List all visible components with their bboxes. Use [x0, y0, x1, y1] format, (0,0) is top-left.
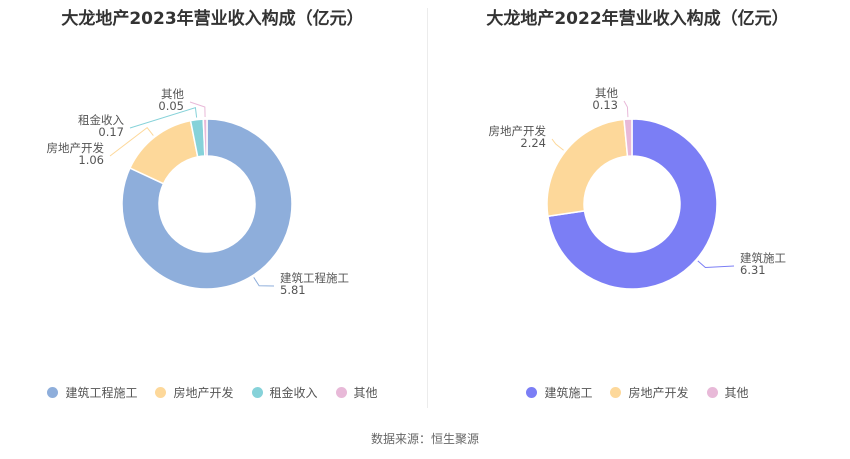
- slice-label-name: 建筑施工: [740, 251, 786, 265]
- panel-divider: [427, 8, 428, 408]
- chart-panel-2022: 大龙地产2022年营业收入构成（亿元） 建筑施工 6.31 房地产开发 2.24 其他 0…: [425, 0, 850, 420]
- legend: 建筑工程施工 房地产开发 租金收入 其他: [0, 384, 425, 401]
- legend-marker-icon: [47, 387, 59, 398]
- legend-label: 房地产开发: [173, 386, 234, 400]
- leader-line: [109, 126, 154, 157]
- leader-line: [189, 101, 206, 118]
- leader-line: [697, 260, 735, 268]
- leader-line: [253, 277, 275, 287]
- slice-label-value: 2.24: [520, 136, 546, 150]
- legend-item[interactable]: 房地产开发: [155, 384, 234, 401]
- slice-label-name: 房地产开发: [47, 141, 105, 155]
- legend-item[interactable]: 建筑施工: [526, 384, 592, 401]
- legend-item[interactable]: 其他: [706, 384, 749, 401]
- legend-marker-icon: [706, 387, 718, 398]
- legend-marker-icon: [155, 387, 167, 398]
- legend-item[interactable]: 房地产开发: [610, 384, 689, 401]
- chart-title: 大龙地产2023年营业收入构成（亿元）: [61, 9, 364, 29]
- legend-marker-icon: [610, 387, 622, 398]
- slice-label-value: 1.06: [78, 153, 104, 167]
- slice-label-value: 0.05: [158, 99, 184, 113]
- slice-label-name: 建筑工程施工: [280, 271, 349, 285]
- donut-slice: [202, 118, 208, 157]
- slice-label-value: 6.31: [740, 263, 766, 277]
- donut-slice: [546, 118, 629, 218]
- legend-marker-icon: [526, 387, 538, 398]
- data-source-note: 数据来源：恒生聚源: [370, 432, 479, 446]
- leader-line: [129, 107, 198, 129]
- legend-label: 其他: [353, 386, 378, 400]
- legend-label: 建筑施工: [544, 386, 593, 400]
- leader-line: [551, 138, 564, 151]
- legend-item[interactable]: 其他: [335, 384, 378, 401]
- slice-label-value: 0.13: [592, 98, 618, 112]
- slice-label-value: 5.81: [280, 283, 306, 297]
- slice-label-name: 租金收入: [78, 113, 124, 127]
- legend-item[interactable]: 租金收入: [251, 384, 318, 401]
- donut-slice: [623, 118, 633, 158]
- legend-label: 建筑工程施工: [65, 386, 138, 400]
- leader-line: [623, 100, 629, 118]
- chart-panel-2023: 大龙地产2023年营业收入构成（亿元） 建筑工程施工 5.81 房地产开发 1.06 租…: [0, 0, 425, 420]
- chart-title: 大龙地产2022年营业收入构成（亿元）: [486, 9, 789, 29]
- slice-label-value: 0.17: [98, 125, 124, 139]
- legend-label: 房地产开发: [628, 386, 689, 400]
- slice-label-name: 其他: [595, 86, 618, 100]
- donut-slice: [547, 118, 718, 290]
- legend-marker-icon: [335, 387, 347, 398]
- slice-label-name: 其他: [161, 87, 184, 101]
- legend-label: 其他: [724, 386, 749, 400]
- slice-label-name: 房地产开发: [489, 124, 547, 138]
- donut-slice: [121, 118, 293, 290]
- legend: 建筑施工 房地产开发 其他: [425, 384, 850, 401]
- legend-item[interactable]: 建筑工程施工: [47, 384, 137, 401]
- legend-marker-icon: [251, 387, 263, 398]
- legend-label: 租金收入: [269, 386, 318, 400]
